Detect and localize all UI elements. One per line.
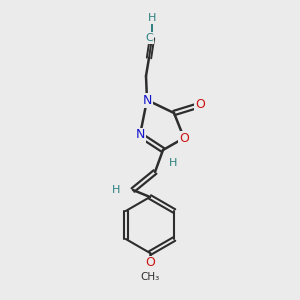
Text: CH₃: CH₃: [140, 272, 160, 282]
Text: O: O: [195, 98, 205, 112]
Text: O: O: [179, 131, 189, 145]
Text: H: H: [112, 185, 120, 195]
Text: H: H: [169, 158, 177, 168]
Text: C: C: [145, 33, 153, 43]
Text: N: N: [135, 128, 145, 142]
Text: H: H: [148, 13, 156, 23]
Text: O: O: [145, 256, 155, 269]
Text: N: N: [142, 94, 152, 106]
